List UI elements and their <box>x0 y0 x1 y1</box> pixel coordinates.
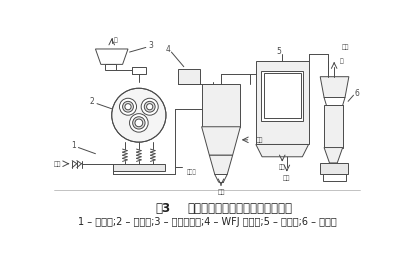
Circle shape <box>141 98 158 115</box>
Bar <box>105 64 116 70</box>
Text: 空气: 空气 <box>54 161 61 167</box>
Bar <box>256 61 309 144</box>
Circle shape <box>120 98 137 115</box>
Text: 料: 料 <box>114 38 118 43</box>
Text: 6: 6 <box>355 89 360 98</box>
Bar <box>322 175 346 181</box>
Bar <box>132 68 146 74</box>
Text: 4: 4 <box>166 45 171 54</box>
Circle shape <box>122 101 133 112</box>
Circle shape <box>112 88 166 142</box>
Circle shape <box>130 114 148 132</box>
Text: 废气: 废气 <box>341 45 349 50</box>
Text: 2: 2 <box>90 97 95 106</box>
Text: 上二工: 上二工 <box>187 169 196 175</box>
Text: 1 – 混合器;2 – 振动磨;3 – 螺旋加料器;4 – WFJ 分级机;5 – 捕集器;6 – 引风机: 1 – 混合器;2 – 振动磨;3 – 螺旋加料器;4 – WFJ 分级机;5 … <box>78 217 337 227</box>
Text: 细粉: 细粉 <box>283 175 290 181</box>
Text: 振动磨与超细分级机闭路粉碎工艺: 振动磨与超细分级机闭路粉碎工艺 <box>188 202 293 215</box>
Text: 细粉: 细粉 <box>217 189 225 195</box>
Circle shape <box>147 104 153 110</box>
Circle shape <box>133 117 145 129</box>
Text: 次风: 次风 <box>256 137 263 143</box>
Text: 出: 出 <box>340 58 344 64</box>
Bar <box>261 70 303 121</box>
Text: 3: 3 <box>149 41 154 50</box>
Bar <box>112 164 165 171</box>
Circle shape <box>125 104 131 110</box>
Circle shape <box>135 119 143 127</box>
Circle shape <box>144 101 155 112</box>
Polygon shape <box>320 77 349 97</box>
Bar <box>324 105 343 148</box>
Bar <box>320 163 348 175</box>
Polygon shape <box>209 155 233 175</box>
Bar <box>179 69 200 84</box>
Text: 细粉: 细粉 <box>279 165 286 170</box>
Polygon shape <box>95 49 128 64</box>
Polygon shape <box>202 127 240 155</box>
Polygon shape <box>324 148 343 163</box>
Text: 5: 5 <box>277 47 282 56</box>
Bar <box>202 84 240 127</box>
Text: 1: 1 <box>72 142 76 151</box>
Polygon shape <box>256 144 309 157</box>
Bar <box>264 73 301 118</box>
Text: 图3: 图3 <box>155 202 170 215</box>
